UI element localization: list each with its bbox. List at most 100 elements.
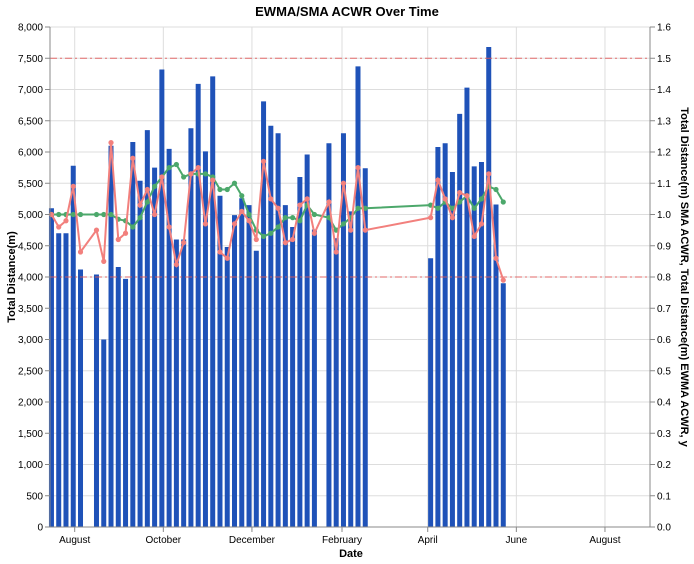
bar (70, 165, 76, 527)
ewma-acwr-point (217, 249, 223, 255)
bar (130, 142, 136, 527)
bar (275, 133, 281, 527)
sma-acwr-point (77, 211, 84, 218)
bar (348, 211, 354, 527)
y-right-tick-label: 0.9 (657, 241, 671, 252)
bar (108, 145, 114, 527)
sma-acwr-point (70, 211, 76, 218)
bar (340, 133, 346, 527)
bar (202, 151, 208, 527)
x-tick-label: April (418, 535, 438, 546)
ewma-acwr-point (435, 177, 441, 183)
ewma-acwr-point (428, 215, 434, 221)
bar (195, 83, 201, 527)
y-left-tick-label: 8,000 (18, 23, 43, 34)
ewma-acwr-point (275, 205, 281, 211)
ewma-acwr-point (77, 249, 84, 255)
sma-acwr-point (493, 186, 499, 193)
ewma-acwr-point (239, 208, 245, 214)
bar (471, 166, 477, 527)
bar (181, 239, 187, 527)
ewma-acwr-point (355, 165, 361, 171)
y-left-tick-label: 500 (26, 491, 43, 502)
sma-acwr-point (355, 205, 361, 211)
bar (457, 113, 463, 527)
y-left-tick-label: 7,000 (18, 85, 43, 96)
y-left-tick-label: 4,000 (18, 273, 43, 284)
y-left-tick-label: 7,500 (18, 54, 43, 65)
ewma-acwr-point (348, 227, 354, 233)
sma-acwr-point (152, 183, 158, 189)
sma-acwr-point (260, 233, 267, 239)
bar (48, 208, 54, 527)
ewma-acwr-point (166, 224, 172, 230)
x-tick-label: August (589, 535, 620, 546)
ewma-acwr-point (362, 227, 368, 233)
ewma-acwr-point (471, 233, 477, 239)
sma-acwr-point (471, 205, 477, 211)
bar (217, 195, 223, 527)
y-left-tick-label: 5,500 (18, 179, 43, 190)
ewma-acwr-point (500, 277, 506, 283)
line-series (48, 140, 506, 283)
sma-acwr-point (130, 224, 136, 230)
y-left-tick-label: 3,500 (18, 304, 43, 315)
x-tick-label: August (59, 535, 90, 546)
bar (166, 148, 172, 527)
bar (123, 278, 129, 527)
ewma-acwr-point (101, 258, 107, 264)
ewma-acwr-point (486, 171, 492, 177)
ewma-acwr-point (144, 186, 150, 193)
sma-acwr-point (500, 199, 506, 205)
ewma-acwr-point (159, 174, 165, 180)
ewma-acwr-point (181, 240, 187, 246)
y-left-tick-label: 3,000 (18, 335, 43, 346)
y-left-tick-label: 1,500 (18, 429, 43, 440)
ewma-acwr-point (464, 193, 470, 199)
ewma-acwr-point (70, 183, 76, 189)
sma-acwr-point (93, 211, 100, 218)
ewma-acwr-point (333, 249, 339, 255)
bar (159, 69, 165, 527)
ewma-acwr-point (93, 227, 100, 233)
y-right-tick-label: 1.0 (657, 210, 671, 221)
bar (253, 250, 259, 527)
y-right-tick-label: 1.6 (657, 23, 671, 34)
ewma-acwr-point (231, 221, 238, 227)
y-left-tick-label: 6,500 (18, 116, 43, 127)
bar (188, 128, 194, 527)
sma-acwr-point (340, 221, 347, 227)
bar (333, 238, 339, 527)
bar (232, 215, 238, 527)
bar (355, 66, 361, 527)
sma-acwr-point (217, 186, 223, 193)
y-right-tick-label: 1.1 (657, 179, 671, 190)
sma-acwr-point (231, 180, 238, 186)
y-left-tick-label: 1,000 (18, 460, 43, 471)
sma-acwr-point (275, 224, 281, 230)
ewma-acwr-point (442, 196, 448, 202)
bar (362, 168, 368, 527)
sma-acwr-point (282, 215, 288, 221)
sma-acwr-point (173, 161, 179, 168)
y-right-tick-label: 1.2 (657, 148, 671, 159)
reference-lines (50, 57, 650, 278)
bar (493, 204, 499, 527)
y-left-tick-label: 4,500 (18, 241, 43, 252)
ewma-acwr-point (290, 236, 296, 243)
bar (115, 267, 121, 527)
bar (326, 143, 332, 527)
ewma-acwr-point (297, 202, 303, 208)
bar (268, 125, 274, 527)
bar (282, 205, 288, 527)
bar (464, 87, 470, 527)
sma-acwr-point (202, 171, 209, 177)
ewma-acwr-point (188, 171, 194, 177)
sma-acwr-point (362, 205, 368, 211)
y-right-tick-label: 0.4 (657, 398, 671, 409)
ewma-acwr-point (304, 196, 310, 202)
ewma-acwr-point (253, 236, 259, 243)
bar (478, 162, 484, 527)
sma-acwr-point (311, 211, 318, 218)
ewma-acwr-point (340, 180, 347, 186)
